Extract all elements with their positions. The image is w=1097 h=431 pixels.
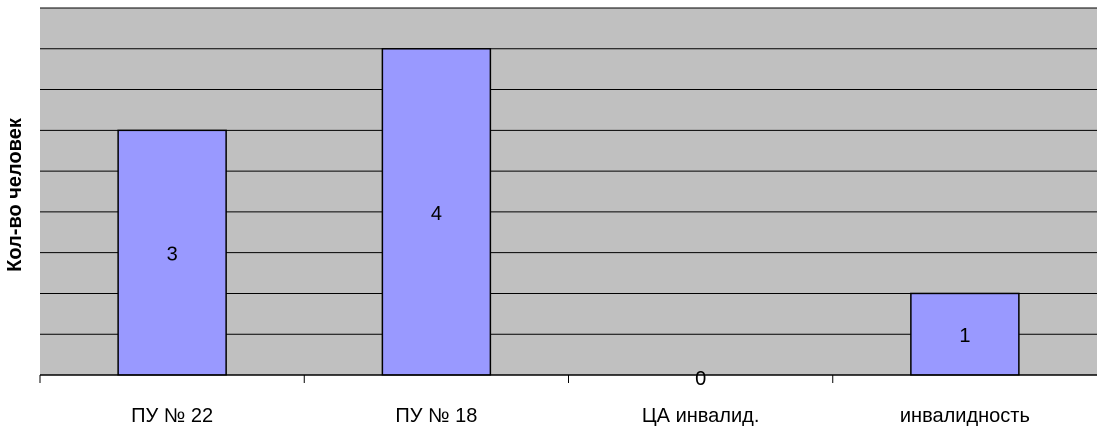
data-label: 3 [167,244,178,266]
x-tick-label: ЦА инвалид. [642,405,760,427]
x-axis [39,374,1097,383]
bar [117,129,227,376]
x-tick-label: инвалидность [900,405,1030,427]
data-label: 4 [431,203,442,225]
bar [910,292,1020,376]
x-tick-labels: ПУ № 22 ПУ № 18 ЦА инвалид. инвалидность [131,405,1030,427]
data-label: 1 [959,325,970,347]
bar [381,48,492,376]
bars [117,48,1020,376]
data-label: 0 [695,368,706,390]
data-labels: 3 4 0 1 [167,203,971,390]
y-axis-label: Кол-во человек [4,117,26,272]
x-tick-label: ПУ № 22 [131,405,213,427]
x-tick-label: ПУ № 18 [395,405,477,427]
